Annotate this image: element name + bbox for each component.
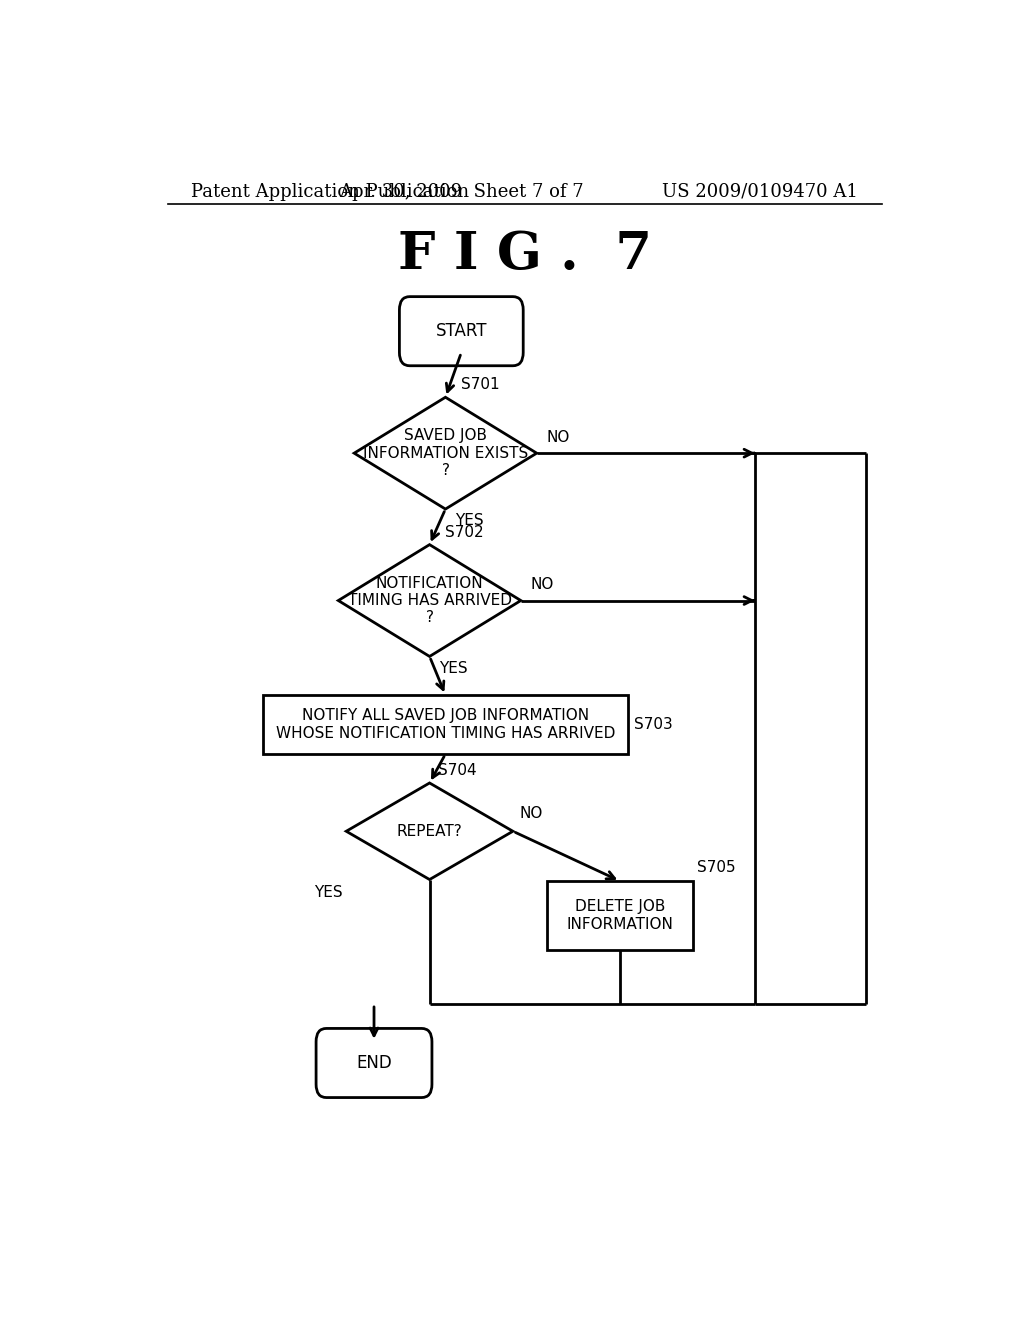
Text: S703: S703 bbox=[634, 717, 673, 733]
Text: NOTIFY ALL SAVED JOB INFORMATION
WHOSE NOTIFICATION TIMING HAS ARRIVED: NOTIFY ALL SAVED JOB INFORMATION WHOSE N… bbox=[275, 709, 615, 741]
Text: SAVED JOB
INFORMATION EXISTS
?: SAVED JOB INFORMATION EXISTS ? bbox=[362, 428, 528, 478]
FancyBboxPatch shape bbox=[399, 297, 523, 366]
Text: Patent Application Publication: Patent Application Publication bbox=[191, 183, 470, 201]
Text: NO: NO bbox=[519, 807, 543, 821]
Polygon shape bbox=[338, 545, 521, 656]
Text: START: START bbox=[435, 322, 487, 341]
Text: DELETE JOB
INFORMATION: DELETE JOB INFORMATION bbox=[566, 899, 674, 932]
Text: S701: S701 bbox=[462, 378, 500, 392]
Polygon shape bbox=[346, 783, 513, 879]
Text: F I G .  7: F I G . 7 bbox=[397, 230, 652, 280]
Text: YES: YES bbox=[439, 660, 468, 676]
FancyBboxPatch shape bbox=[316, 1028, 432, 1097]
Text: S704: S704 bbox=[437, 763, 476, 779]
Text: NO: NO bbox=[530, 577, 554, 593]
Polygon shape bbox=[354, 397, 537, 510]
Text: S702: S702 bbox=[445, 524, 484, 540]
Bar bbox=[547, 880, 693, 950]
Text: END: END bbox=[356, 1053, 392, 1072]
Text: NO: NO bbox=[546, 430, 569, 445]
Bar bbox=[263, 696, 628, 754]
Text: US 2009/0109470 A1: US 2009/0109470 A1 bbox=[663, 183, 858, 201]
Text: YES: YES bbox=[313, 884, 342, 900]
Text: REPEAT?: REPEAT? bbox=[396, 824, 463, 838]
Text: S705: S705 bbox=[697, 859, 736, 875]
Text: YES: YES bbox=[455, 513, 483, 528]
Text: NOTIFICATION
TIMING HAS ARRIVED
?: NOTIFICATION TIMING HAS ARRIVED ? bbox=[347, 576, 512, 626]
Text: Apr. 30, 2009  Sheet 7 of 7: Apr. 30, 2009 Sheet 7 of 7 bbox=[339, 183, 584, 201]
